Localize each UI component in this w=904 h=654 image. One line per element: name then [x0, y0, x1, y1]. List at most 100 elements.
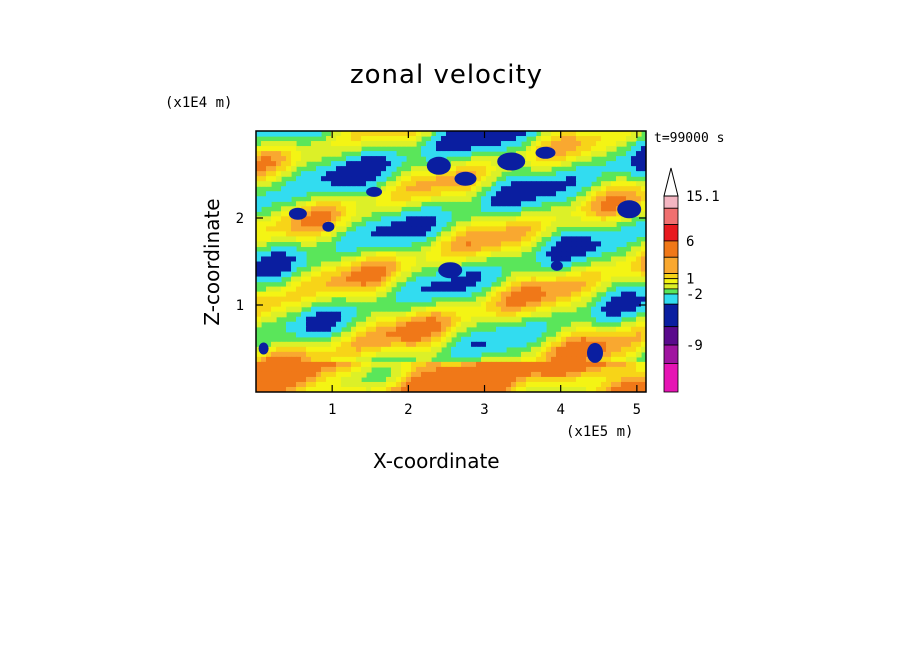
field-cell [446, 326, 452, 333]
field-cell [606, 351, 612, 358]
field-cell [386, 316, 392, 323]
field-cell [336, 201, 342, 207]
field-cell [376, 336, 382, 343]
field-cell [561, 361, 567, 368]
field-cell [256, 131, 262, 137]
field-cell [576, 136, 582, 142]
field-cell [581, 356, 587, 363]
field-cell [621, 156, 627, 162]
field-cell [306, 221, 312, 227]
field-cell [306, 351, 312, 358]
chart-title: zonal velocity [350, 60, 544, 90]
field-cell [411, 351, 417, 358]
field-cell [271, 376, 277, 383]
field-cell [426, 296, 432, 303]
field-cell [616, 296, 622, 303]
field-cell [521, 336, 527, 343]
field-cell [571, 366, 577, 373]
field-cell [336, 286, 342, 293]
field-cell [296, 356, 302, 363]
field-cell [326, 326, 332, 333]
field-cell [451, 276, 457, 283]
field-cell [541, 281, 547, 288]
field-cell [536, 296, 542, 303]
field-cell [561, 376, 567, 383]
field-cell [381, 341, 387, 348]
field-cell [336, 291, 342, 298]
field-cell [591, 141, 597, 147]
field-cell [461, 166, 467, 172]
field-cell [341, 311, 347, 318]
field-cell [351, 146, 357, 152]
field-cell [306, 156, 312, 162]
field-cell [336, 266, 342, 273]
field-cell [611, 326, 617, 333]
field-cell [591, 171, 597, 177]
field-cell [571, 206, 577, 212]
field-cell [551, 136, 557, 142]
field-cell [466, 221, 472, 227]
field-cell [376, 171, 382, 177]
field-cell [531, 336, 537, 343]
field-cell [476, 171, 482, 177]
field-cell [571, 381, 577, 388]
field-cell [336, 346, 342, 353]
field-cell [336, 216, 342, 222]
field-cell [281, 131, 287, 137]
field-cell [466, 341, 472, 348]
field-cell [531, 221, 537, 227]
field-cell [601, 326, 607, 333]
field-cell [596, 301, 602, 308]
field-cell [611, 301, 617, 308]
field-cell [486, 386, 492, 392]
field-cell [381, 201, 387, 207]
field-cell [286, 366, 292, 373]
field-cell [436, 191, 442, 197]
field-cell [581, 246, 587, 253]
field-cell [311, 341, 317, 348]
field-cell [316, 231, 322, 237]
field-cell [461, 136, 467, 142]
field-cell [611, 256, 617, 263]
field-cell [336, 356, 342, 363]
field-cell [321, 151, 327, 157]
field-cell [386, 171, 392, 177]
field-cell [561, 351, 567, 358]
field-cell [471, 156, 477, 162]
field-cell [371, 286, 377, 293]
field-cell [586, 341, 592, 348]
field-cell [431, 321, 437, 328]
field-cell [421, 231, 427, 237]
field-cell [411, 346, 417, 353]
field-cell [271, 366, 277, 373]
field-cell [396, 326, 402, 333]
field-cell [351, 331, 357, 338]
field-cell [326, 341, 332, 348]
field-cell [376, 226, 382, 232]
field-cell [306, 366, 312, 373]
field-cell [296, 286, 302, 293]
field-cell [486, 341, 492, 348]
field-cell [586, 366, 592, 373]
field-cell [326, 371, 332, 378]
field-cell [586, 236, 592, 243]
field-cell [261, 356, 267, 363]
field-cell [586, 211, 592, 217]
field-cell [411, 166, 417, 172]
field-cell [436, 381, 442, 388]
field-cell [401, 251, 407, 258]
field-cell [396, 251, 402, 258]
field-cell [311, 361, 317, 368]
field-cell [576, 251, 582, 258]
field-cell [571, 246, 577, 253]
field-cell [436, 146, 442, 152]
field-cell [321, 306, 327, 313]
field-cell [506, 371, 512, 378]
field-cell [391, 271, 397, 278]
field-cell [426, 141, 432, 147]
field-cell [281, 151, 287, 157]
field-cell [346, 266, 352, 273]
field-cell [331, 131, 337, 137]
field-cell [581, 351, 587, 358]
field-cell [396, 141, 402, 147]
